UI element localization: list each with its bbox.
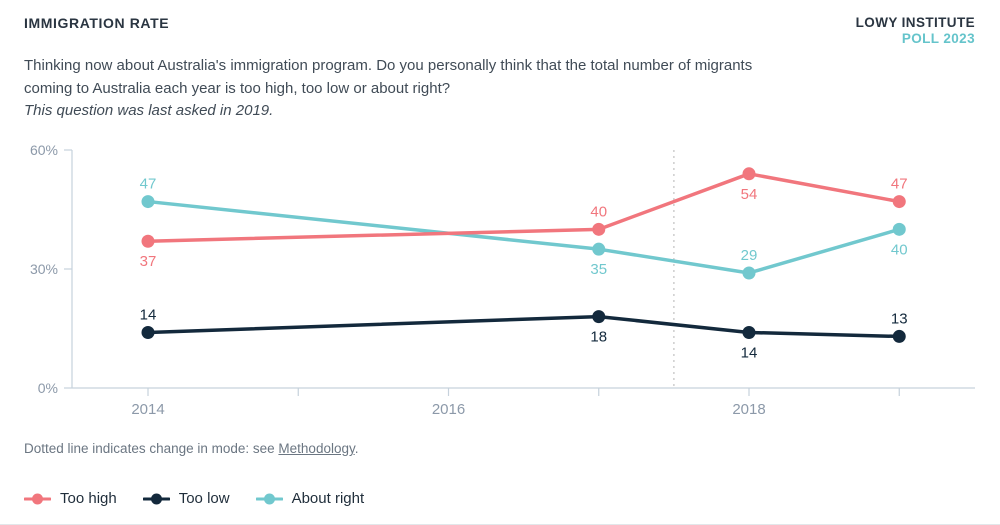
- legend-marker-icon: [24, 493, 51, 504]
- immigration-rate-line-chart: 0% 30% 60% 2014 2016 2018 47 35 29 40 37 40 54 47 14 18…: [30, 142, 975, 418]
- legend-marker-icon: [142, 493, 170, 504]
- y-axis-tick-label: 60%: [30, 142, 58, 158]
- data-point: [892, 329, 906, 343]
- data-point-label: 40: [590, 203, 607, 220]
- footnote-text: Dotted line indicates change in mode: se…: [24, 441, 279, 456]
- data-point-label: 40: [891, 241, 908, 258]
- brand-poll-year: POLL 2023: [901, 31, 975, 46]
- data-point-label: 13: [891, 310, 908, 327]
- data-point: [592, 310, 606, 324]
- data-point-label: 18: [590, 329, 607, 346]
- data-point-label: 29: [741, 247, 758, 264]
- page-title: IMMIGRATION RATE: [24, 15, 170, 31]
- data-point: [141, 325, 155, 339]
- data-point-label: 35: [590, 261, 607, 278]
- data-point-label: 47: [891, 176, 908, 193]
- legend-label: Too high: [60, 490, 117, 507]
- series-line-too-high: [146, 172, 901, 243]
- legend-marker-icon: [255, 493, 283, 504]
- x-axis-tick-label: 2016: [432, 401, 465, 418]
- footnote-period: .: [354, 441, 359, 456]
- data-point: [141, 234, 155, 248]
- data-point: [592, 242, 606, 256]
- last-asked-note: This question was last asked in 2019.: [24, 102, 274, 119]
- data-point-label: 47: [140, 176, 157, 193]
- brand-name: LOWY INSTITUTE: [855, 15, 975, 30]
- x-axis-tick-label: 2018: [732, 401, 765, 418]
- survey-question-text: Thinking now about Australia's immigrati…: [24, 57, 753, 97]
- data-point-label: 14: [140, 306, 157, 323]
- series-line-too-low: [146, 314, 901, 339]
- data-point-label: 14: [741, 344, 758, 361]
- brand-logo: LOWY INSTITUTE POLL 2023: [856, 15, 975, 47]
- data-point: [892, 195, 906, 209]
- data-point: [141, 195, 155, 209]
- footnote: Dotted line indicates change in mode: se…: [24, 441, 359, 456]
- data-point: [742, 266, 756, 280]
- legend-item-about-right[interactable]: About right: [255, 490, 365, 507]
- legend-label: Too low: [178, 490, 230, 507]
- legend-label: About right: [291, 490, 365, 507]
- methodology-link[interactable]: Methodology: [278, 441, 355, 456]
- data-point: [742, 167, 756, 181]
- data-point-label: 37: [140, 253, 157, 270]
- y-axis-tick-label: 0%: [38, 380, 58, 396]
- x-axis-tick-label: 2014: [131, 401, 164, 418]
- data-point: [892, 222, 906, 236]
- series-line-about-right: [146, 199, 901, 275]
- data-point: [742, 325, 756, 339]
- y-axis-tick-label: 30%: [30, 261, 58, 277]
- data-point: [592, 222, 606, 236]
- legend-item-too-high[interactable]: Too high: [24, 490, 117, 507]
- legend-item-too-low[interactable]: Too low: [142, 490, 230, 507]
- chart-legend: Too high Too low About right: [24, 490, 364, 507]
- data-point-label: 54: [741, 186, 758, 203]
